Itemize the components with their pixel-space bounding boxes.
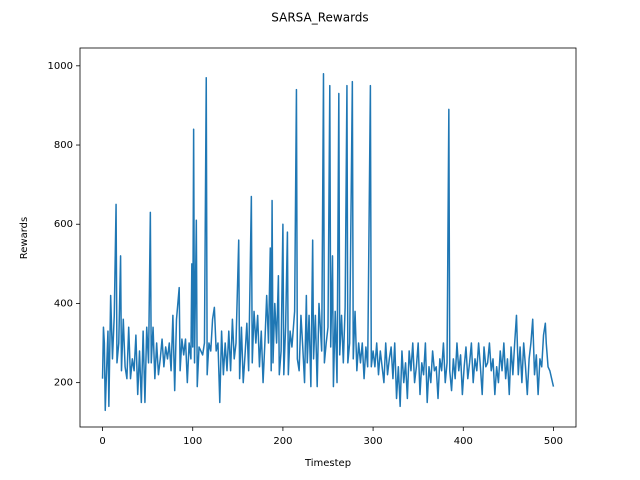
x-tick-label: 100 <box>183 436 202 447</box>
plot-frame <box>79 47 577 428</box>
y-tick-label: 600 <box>54 219 73 230</box>
y-tick-label: 400 <box>54 298 73 309</box>
chart-title: SARSA_Rewards <box>271 11 368 25</box>
x-tick-label: 0 <box>99 436 105 447</box>
x-tick-label: 500 <box>544 436 563 447</box>
x-tick-label: 400 <box>454 436 473 447</box>
y-tick-label: 200 <box>54 378 73 389</box>
y-axis-label: Rewards <box>19 217 30 259</box>
y-tick-label: 800 <box>54 140 73 151</box>
x-tick-label: 300 <box>364 436 383 447</box>
x-axis-label: Timestep <box>304 458 351 469</box>
line <box>101 72 555 412</box>
x-tick-label: 200 <box>273 436 292 447</box>
y-tick-label: 1000 <box>48 61 73 72</box>
